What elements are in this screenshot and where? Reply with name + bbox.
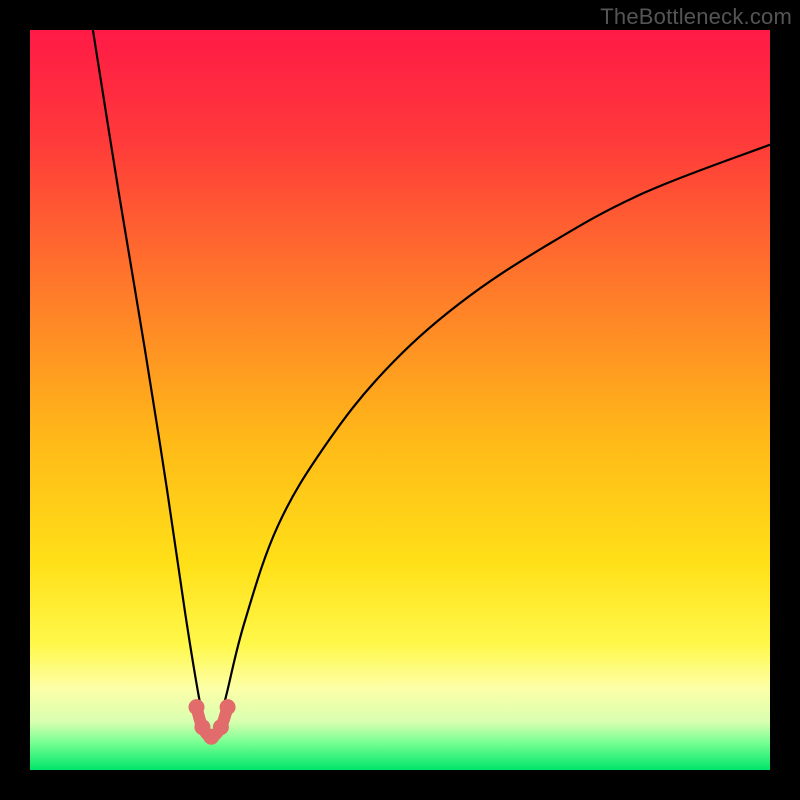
- stage: TheBottleneck.com: [0, 0, 800, 800]
- valley-dot: [189, 699, 205, 715]
- gradient-background: [30, 30, 770, 770]
- valley-dot: [213, 719, 229, 735]
- valley-dot: [220, 699, 236, 715]
- watermark-text: TheBottleneck.com: [600, 4, 792, 30]
- bottleneck-chart: [0, 0, 800, 800]
